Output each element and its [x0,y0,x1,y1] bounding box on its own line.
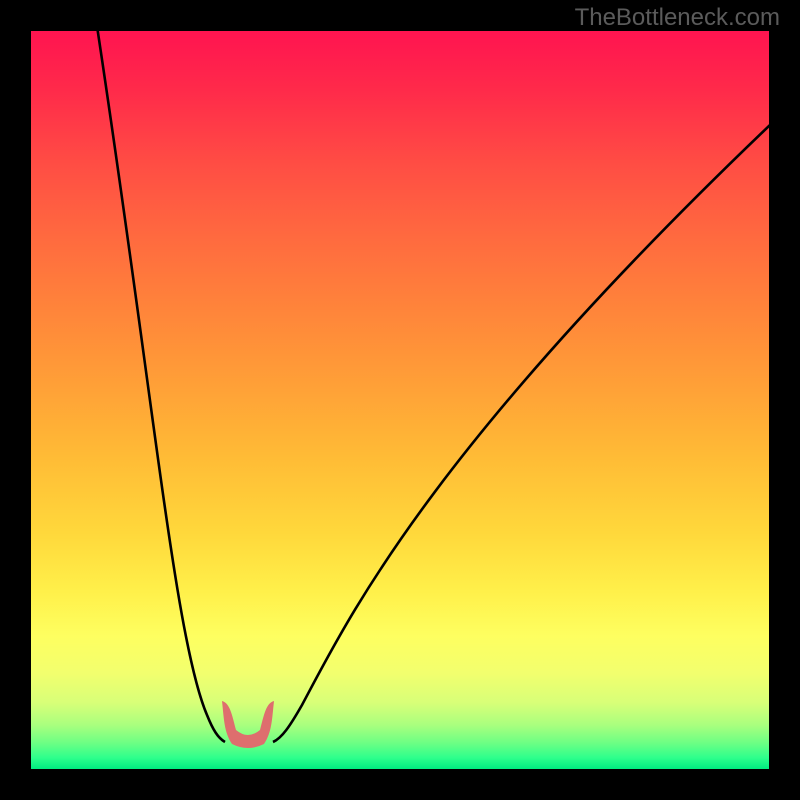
chart-frame: TheBottleneck.com [0,0,800,800]
chart-svg [0,0,800,800]
watermark-label: TheBottleneck.com [575,4,780,32]
plot-background [31,31,769,769]
